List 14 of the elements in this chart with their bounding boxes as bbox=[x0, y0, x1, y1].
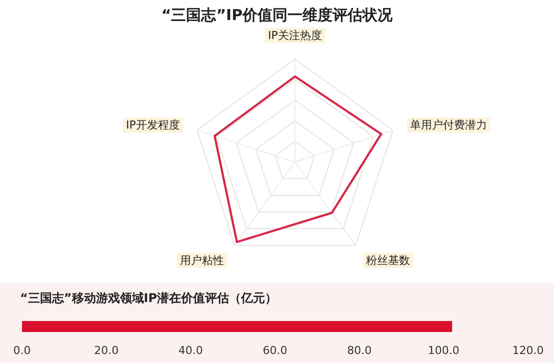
spoke-label: 用户粘性 bbox=[180, 254, 224, 267]
x-tick-label: 20.0 bbox=[94, 344, 119, 357]
spoke-label: 粉丝基数 bbox=[366, 254, 410, 267]
x-tick-label: 120.0 bbox=[512, 344, 544, 357]
x-tick-label: 40.0 bbox=[178, 344, 203, 357]
x-tick-label: 60.0 bbox=[262, 344, 288, 357]
spoke-label: IP开发程度 bbox=[126, 118, 180, 132]
chart-title: “三国志”IP价值同一维度评估状况 bbox=[161, 6, 394, 24]
chart-title: “三国志”移动游戏领域IP潜在价值评估（亿元） bbox=[20, 291, 278, 305]
spoke-label: IP关注热度 bbox=[268, 29, 322, 42]
x-tick-label: 100.0 bbox=[428, 344, 460, 357]
x-tick-label: 0.0 bbox=[13, 344, 31, 357]
x-tick-label: 80.0 bbox=[347, 344, 372, 357]
spoke-label: 单用户付费潜力 bbox=[410, 118, 488, 132]
